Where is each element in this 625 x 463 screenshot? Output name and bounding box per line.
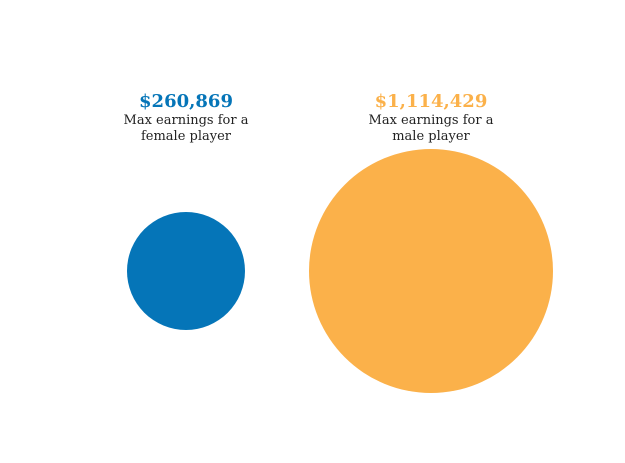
value-label-2: $1,114,429	[375, 91, 488, 112]
value-label-1: $260,869	[139, 91, 233, 112]
description-line-2-2: male player	[392, 129, 470, 144]
bubble-1	[127, 212, 245, 330]
bubble-2	[309, 149, 553, 393]
description-line-1-2: female player	[141, 129, 232, 144]
description-line-1-1: Max earnings for a	[124, 113, 249, 128]
description-line-2-1: Max earnings for a	[369, 113, 494, 128]
